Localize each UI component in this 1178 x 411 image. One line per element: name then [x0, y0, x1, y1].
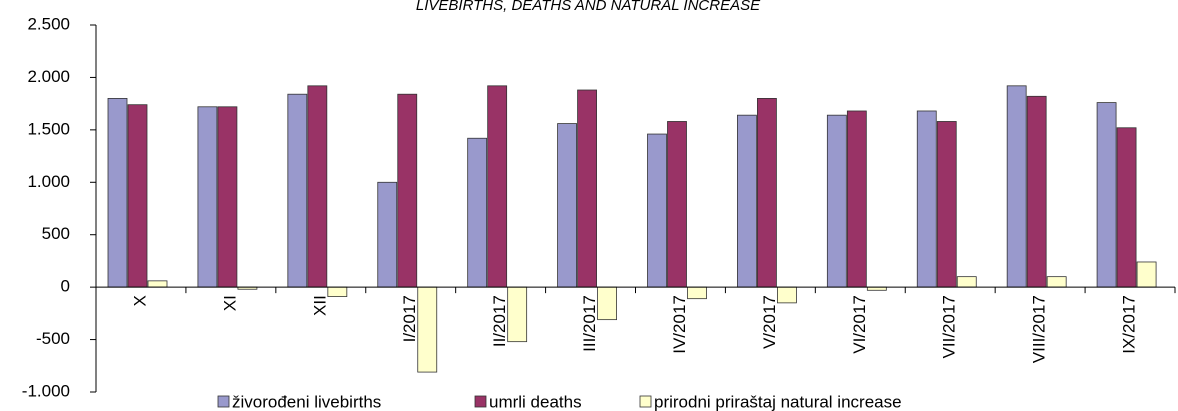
bar: [307, 85, 328, 288]
bar: [217, 106, 238, 288]
x-tick-label: X: [130, 295, 149, 306]
x-tick-label: III/2017: [580, 295, 599, 352]
bar: [397, 93, 418, 288]
legend-swatch: [474, 395, 487, 408]
chart-title: LIVEBIRTHS, DEATHS AND NATURAL INCREASE: [416, 0, 761, 14]
x-tick-label: XII: [310, 295, 329, 316]
legend-label: živorođeni livebirths: [232, 392, 381, 411]
bar: [327, 286, 348, 297]
bar: [557, 123, 577, 288]
bar: [1046, 276, 1067, 288]
bar: [197, 106, 218, 288]
bar: [127, 104, 148, 288]
legend-swatch: [217, 395, 230, 408]
y-tick-label: -1.000: [22, 381, 70, 400]
bar: [107, 98, 128, 288]
legend-label: prirodni priraštaj natural increase: [654, 392, 902, 411]
y-tick-label: 0: [61, 277, 70, 296]
x-tick-label: XI: [220, 295, 239, 311]
y-tick-label: 2.500: [27, 14, 70, 33]
bar: [647, 133, 667, 288]
bar: [1136, 261, 1157, 288]
x-tick-label: I/2017: [400, 295, 419, 342]
bar: [936, 121, 957, 288]
bar: [507, 286, 528, 343]
x-tick-label: II/2017: [490, 295, 509, 347]
y-tick-label: -500: [36, 329, 70, 348]
x-tick-label: V/2017: [760, 295, 779, 349]
legend-label: umrli deaths: [489, 392, 582, 411]
x-tick-label: VIII/2017: [1030, 295, 1049, 363]
bar: [597, 286, 617, 321]
bar: [956, 276, 977, 288]
bar: [487, 85, 508, 288]
legend-swatch: [639, 395, 652, 408]
y-tick-label: 500: [42, 224, 70, 243]
y-tick-label: 2.000: [27, 67, 70, 86]
bar: [1116, 127, 1137, 288]
bar: [777, 286, 797, 304]
bar: [826, 114, 847, 288]
bar: [1026, 95, 1047, 288]
bar: [147, 280, 168, 288]
y-tick-label: 1.500: [27, 119, 70, 138]
bar: [667, 121, 687, 288]
x-tick-label: IX/2017: [1120, 295, 1139, 354]
x-tick-label: IV/2017: [670, 295, 689, 354]
bar: [287, 93, 308, 288]
bar: [377, 181, 398, 288]
bar: [737, 114, 757, 288]
bar: [757, 98, 777, 288]
bar: [577, 89, 597, 288]
y-tick-label: 1.000: [27, 172, 70, 191]
bar: [1096, 102, 1117, 288]
bar: [417, 286, 438, 373]
bar: [916, 110, 937, 288]
x-tick-label: VII/2017: [940, 295, 959, 358]
x-tick-label: VI/2017: [850, 295, 869, 354]
bar: [846, 110, 867, 288]
bar: [467, 137, 488, 288]
bar: [1006, 85, 1027, 288]
bar: [687, 286, 707, 300]
